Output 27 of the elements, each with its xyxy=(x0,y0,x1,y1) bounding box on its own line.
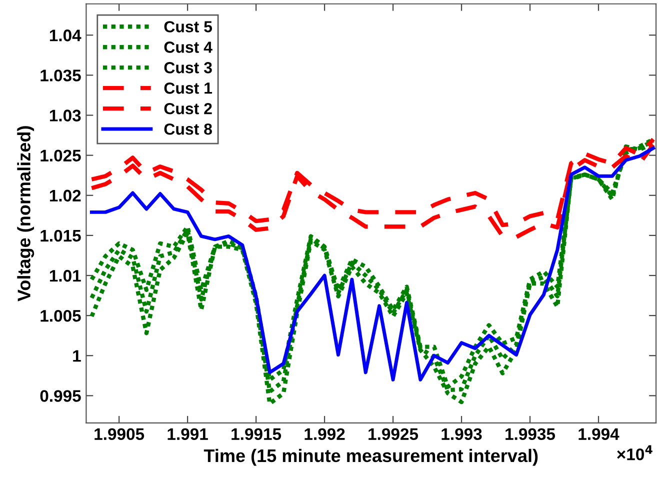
y-tick-label: 1.005 xyxy=(40,310,81,322)
text: ×10$^{4}$ xyxy=(617,445,652,460)
y-tick-label: 1.01 xyxy=(50,270,81,282)
y-tick-label: 0.995 xyxy=(40,390,81,402)
x-tick-label: 1.993 xyxy=(442,428,482,440)
y-tick-label: 1.04 xyxy=(50,30,82,42)
legend-label: Cust 8 xyxy=(164,123,212,135)
x-tick-label: 1.9925 xyxy=(368,428,418,440)
y-tick-label: 1.015 xyxy=(40,230,81,242)
y-tick-label: 1 xyxy=(73,350,81,362)
legend-label: Cust 5 xyxy=(164,21,212,32)
legend-label: Cust 3 xyxy=(164,62,212,74)
x-tick-label: 1.994 xyxy=(578,428,620,440)
y-axis-title: Voltage (normalized) xyxy=(17,126,34,302)
legend-label: Cust 1 xyxy=(164,82,212,94)
y-tick-label: 1.02 xyxy=(50,190,81,202)
y-tick-label: 1.03 xyxy=(50,110,81,122)
x-axis-title: Time (15 minute measurement interval) xyxy=(204,448,538,466)
legend-label: Cust 4 xyxy=(164,42,212,53)
legend-label: Cust 2 xyxy=(164,102,212,114)
x-tick-label: 1.9935 xyxy=(506,428,556,440)
x-tick-label: 1.991 xyxy=(168,428,208,440)
x-tick-label: 1.992 xyxy=(304,428,345,440)
x-tick-label: 1.9915 xyxy=(232,428,282,440)
y-tick-label: 1.035 xyxy=(40,70,81,82)
y-tick-label: 1.025 xyxy=(40,150,81,162)
x-tick-label: 1.9905 xyxy=(94,428,144,440)
